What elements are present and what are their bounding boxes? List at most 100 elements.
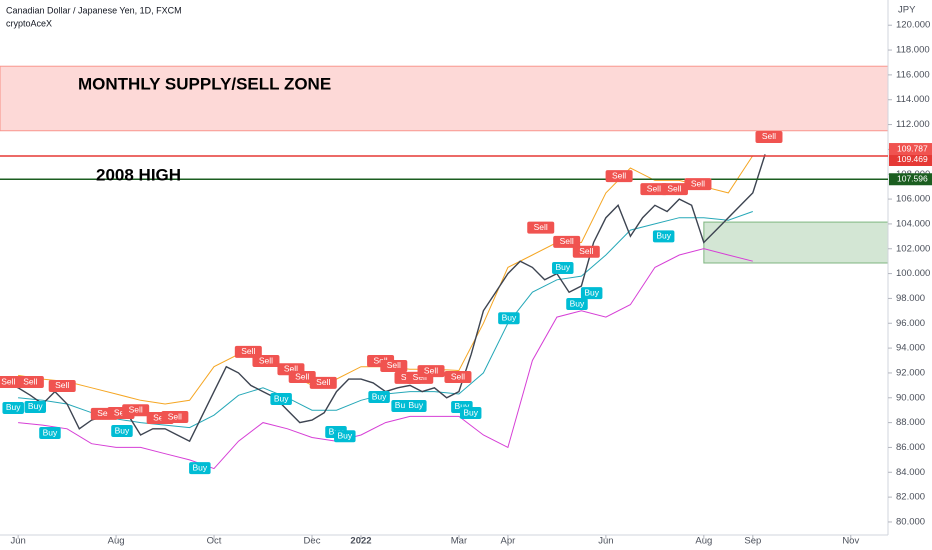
signal-label: Buy — [455, 401, 470, 411]
signal-sell — [527, 221, 555, 234]
signal-label: Buy — [502, 313, 517, 323]
signal-buy — [552, 261, 574, 274]
signal-label: Buy — [28, 401, 43, 411]
signal-label: Sell — [373, 355, 387, 365]
signal-label: Sell — [97, 408, 111, 418]
signal-label: Buy — [584, 287, 599, 297]
signal-sell — [755, 130, 783, 143]
signal-label: Buy — [409, 400, 424, 410]
signal-label: Sell — [284, 363, 298, 373]
signal-buy — [652, 230, 675, 243]
signal-label: Sell — [1, 376, 15, 386]
y-tick-label: 94.000 — [896, 343, 925, 354]
price-tag-label: 109.787 — [897, 143, 928, 153]
y-tick-label: 104.000 — [896, 218, 930, 229]
signal-label: Sell — [691, 178, 705, 188]
x-tick-label: Dec — [304, 536, 321, 547]
x-tick-label: Apr — [501, 536, 516, 547]
signal-label: Sell — [168, 411, 182, 421]
y-tick-label: 100.000 — [896, 268, 930, 279]
y-tick-label: 80.000 — [896, 516, 925, 527]
signal-label: Sell — [534, 222, 548, 232]
signal-label: Sell — [153, 412, 167, 422]
y-tick-label: 90.000 — [896, 392, 925, 403]
signal-label: Sell — [114, 407, 128, 417]
y-tick-label: 102.000 — [896, 243, 930, 254]
y-tick-label: 86.000 — [896, 442, 925, 453]
x-tick-label: Mar — [451, 536, 467, 547]
x-tick-label: Jun — [598, 536, 613, 547]
signal-sell — [572, 245, 600, 258]
signal-label: Sell — [451, 371, 465, 381]
signal-sell — [288, 371, 316, 384]
signal-label: Sell — [667, 183, 681, 193]
signal-label: Buy — [337, 431, 352, 441]
y-tick-label: 118.000 — [896, 45, 930, 56]
x-tick-label: Nov — [842, 536, 859, 547]
signal-label: Buy — [463, 407, 478, 417]
signal-sell — [660, 183, 688, 196]
signal-label: Sell — [579, 246, 593, 256]
y-tick-label: 88.000 — [896, 417, 925, 428]
signal-label: Sell — [316, 377, 330, 387]
x-tick-label: 2022 — [350, 536, 371, 547]
signal-label: Buy — [115, 425, 130, 435]
x-tick-label: Aug — [108, 536, 125, 547]
signal-sell — [553, 235, 581, 248]
signal-label: Buy — [656, 231, 671, 241]
y-tick-label: 114.000 — [896, 94, 930, 105]
signal-buy — [498, 312, 520, 325]
signal-label: Buy — [372, 391, 387, 401]
signal-sell — [444, 371, 472, 384]
y-tick-label: 82.000 — [896, 492, 925, 503]
price-tag-label: 109.469 — [897, 154, 928, 164]
signal-buy — [580, 287, 603, 300]
signal-label: Buy — [274, 393, 289, 403]
signal-buy — [459, 407, 482, 420]
signal-sell — [605, 170, 633, 183]
signal-sell — [161, 411, 189, 424]
y-tick-label: 84.000 — [896, 467, 925, 478]
signal-buy — [270, 393, 292, 406]
signal-label: Sell — [55, 380, 69, 390]
signal-label: Buy — [43, 427, 58, 437]
signal-sell — [380, 359, 408, 372]
signal-sell — [417, 365, 445, 378]
signal-buy — [39, 427, 61, 440]
signal-label: Sell — [295, 371, 309, 381]
zone — [0, 65, 889, 132]
price-tag — [889, 143, 932, 156]
zone-label: MONTHLY SUPPLY/SELL ZONE — [78, 75, 331, 94]
signal-sell — [640, 183, 668, 196]
price-tag — [889, 153, 932, 166]
y-tick-label: 116.000 — [896, 69, 930, 80]
signal-buy — [189, 462, 211, 475]
signal-label: Sell — [23, 376, 37, 386]
level-note: 2008 HIGH — [96, 166, 181, 185]
x-tick-label: Jun — [10, 536, 25, 547]
signal-buy — [24, 400, 47, 413]
signal-label: Sell — [241, 346, 255, 356]
signal-label: Sell — [612, 170, 626, 180]
y-tick-label: 106.000 — [896, 194, 930, 205]
signal-sell — [122, 404, 150, 417]
x-tick-label: Sep — [744, 536, 761, 547]
signal-label: Sell — [424, 365, 438, 375]
chart-title: Canadian Dollar / Japanese Yen, 1D, FXCM — [6, 5, 182, 15]
signal-sell — [16, 376, 44, 389]
signal-sell — [234, 345, 262, 358]
signal-label: Sell — [413, 372, 427, 382]
signal-buy — [111, 425, 133, 438]
signal-label: Sell — [259, 355, 273, 365]
y-tick-label: 120.000 — [896, 20, 930, 31]
signal-label: Buy — [555, 262, 570, 272]
y-tick-label: 98.000 — [896, 293, 925, 304]
y-tick-label: 112.000 — [896, 119, 930, 130]
y-tick-label: 96.000 — [896, 318, 925, 329]
signal-label: Sell — [387, 360, 401, 370]
signal-sell — [252, 355, 280, 368]
signal-buy — [405, 399, 427, 412]
signal-label: Sell — [762, 131, 776, 141]
signal-buy — [2, 401, 24, 414]
